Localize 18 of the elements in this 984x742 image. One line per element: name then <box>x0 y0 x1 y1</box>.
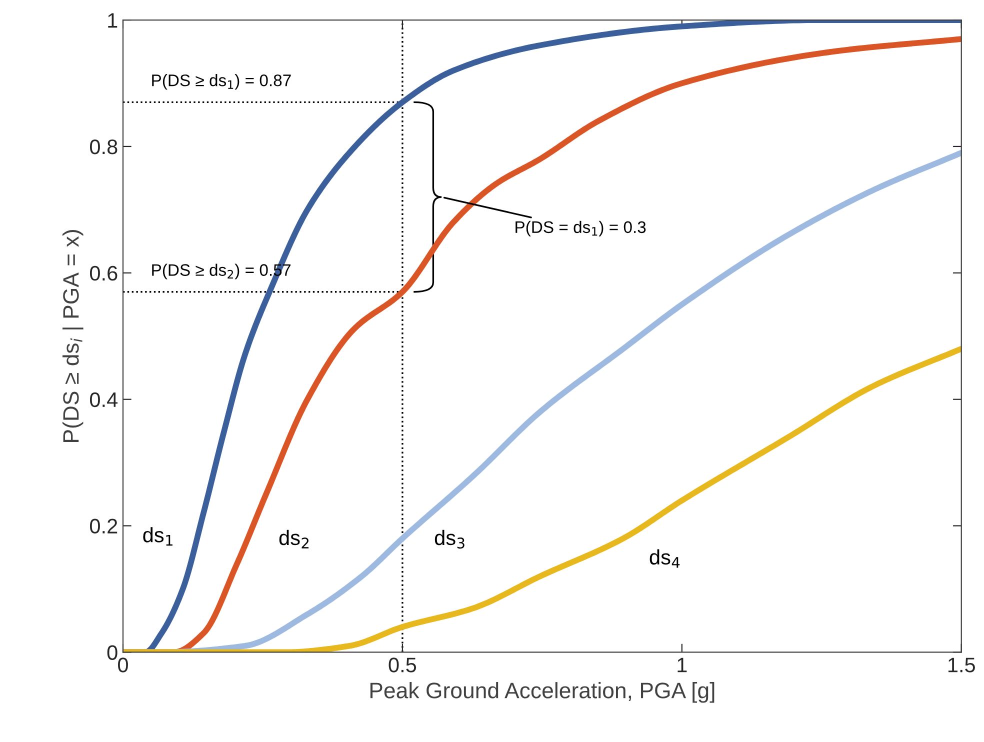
series-label: ds$_{1}$ <box>143 527 172 546</box>
y-tick-label: 0.8 <box>90 139 118 154</box>
x-tick-label: 0 <box>118 658 128 672</box>
x-tick-label: 0.5 <box>388 658 416 672</box>
y-axis-title: P(DS ≥ ds$_{i}$ | PGA = x) <box>62 230 84 442</box>
series-label: ds$_{3}$ <box>434 530 464 549</box>
y-tick-label: 0.2 <box>90 518 118 534</box>
annotation: P(DS = ds$_{1}$) = 0.3 <box>516 220 646 236</box>
y-tick-label: 0.6 <box>90 266 118 281</box>
series-label: ds$_{4}$ <box>650 549 680 568</box>
y-tick-label: 0 <box>107 645 118 660</box>
y-tick-label: 0.4 <box>90 392 118 408</box>
series-label: ds$_{2}$ <box>279 530 309 548</box>
annotation: P(DS ≥ ds$_{1}$) = 0.87 <box>152 74 291 90</box>
y-tick-label: 1 <box>108 13 118 28</box>
x-axis-title: Peak Ground Acceleration, PGA [g] <box>370 682 714 703</box>
x-tick-label: 1 <box>678 658 687 672</box>
x-tick-label: 1.5 <box>948 658 975 672</box>
